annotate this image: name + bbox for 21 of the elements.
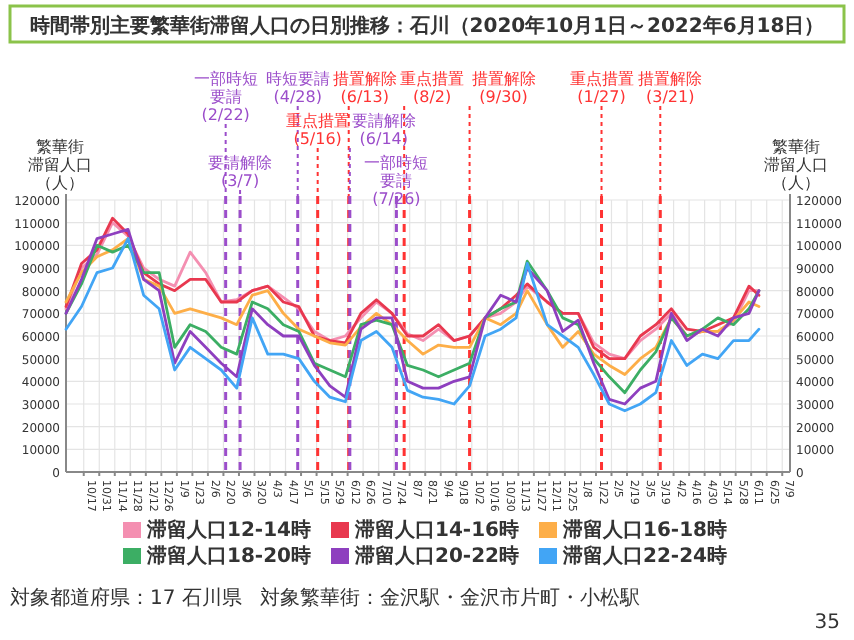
- ref-line-label: 要請解除(3/7): [208, 154, 273, 190]
- legend-label: 滞留人口12-14時: [145, 518, 311, 542]
- ref-line-label: 措置解除(3/21): [638, 70, 703, 106]
- ref-line-label: 重点措置(8/2): [400, 70, 465, 106]
- legend-label: 滞留人口16-18時: [561, 518, 727, 542]
- legend-label: 滞留人口20-22時: [353, 544, 519, 568]
- chart-title: 時間帯別主要繁華街滞留人口の日別推移：石川（2020年10月1日～2022年6月18日）: [29, 14, 825, 38]
- legend-label: 滞留人口22-24時: [561, 544, 727, 568]
- ref-line-label: 重点措置(5/16): [285, 112, 350, 148]
- ref-line-label: 重点措置(1/27): [569, 70, 634, 106]
- legend-label: 滞留人口18-20時: [145, 544, 311, 568]
- text: 対象繁華街：金沢駅・金沢市片町・小松駅: [260, 586, 640, 610]
- y-axis-title: 繁華街滞留人口（人）: [28, 138, 92, 192]
- text: 35: [814, 612, 840, 634]
- ref-line-label: 措置解除(9/30): [471, 70, 536, 106]
- text: 対象都道府県：17 石川県: [10, 586, 242, 610]
- legend-label: 滞留人口14-16時: [353, 518, 519, 542]
- ref-line-label: 一部時短要請(2/22): [193, 70, 258, 124]
- ref-line-label: 措置解除(6/13): [332, 70, 397, 106]
- y2-axis-title: 繁華街滞留人口（人）: [764, 138, 828, 192]
- ref-line-label: 時短要請(4/28): [265, 70, 330, 106]
